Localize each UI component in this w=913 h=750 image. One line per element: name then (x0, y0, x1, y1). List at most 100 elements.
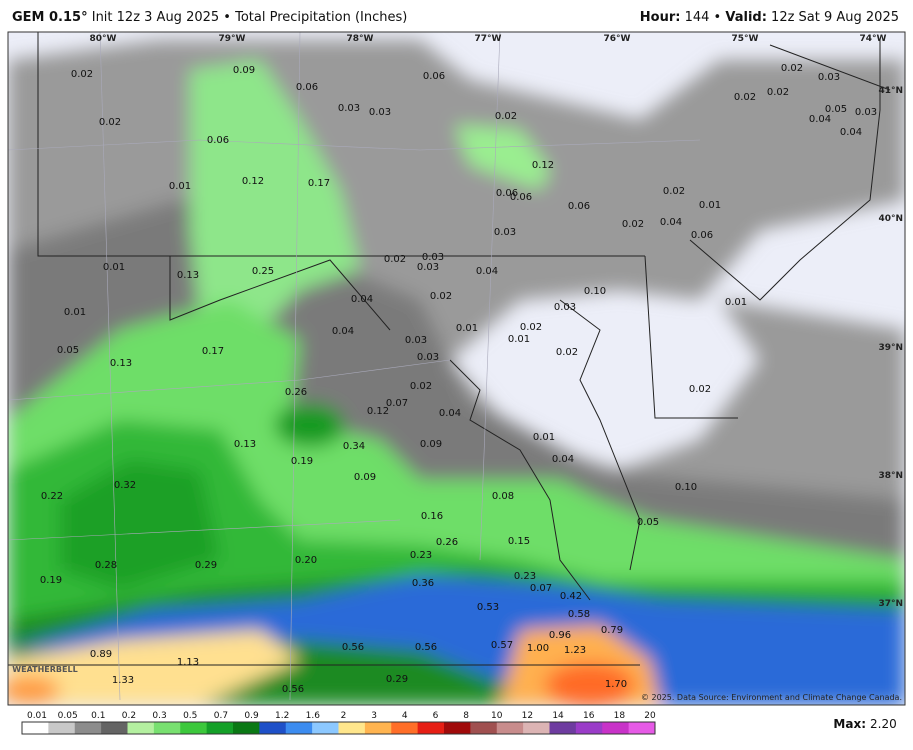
precip-label: 0.12 (242, 176, 264, 187)
lon-label: 74°W (860, 34, 887, 44)
precip-label: 0.05 (825, 104, 847, 115)
precip-label: 0.09 (420, 439, 442, 450)
precip-label: 0.12 (532, 160, 554, 171)
precip-label: 0.13 (234, 439, 256, 450)
precip-label: 0.01 (169, 181, 191, 192)
precip-label: 0.06 (691, 230, 713, 241)
precip-label: 1.33 (112, 675, 134, 686)
legend-swatch (259, 722, 287, 734)
model: GEM 0.15° (12, 10, 88, 25)
legend-swatch (48, 722, 76, 734)
precip-label: 0.03 (422, 252, 444, 263)
precip-label: 1.70 (605, 679, 627, 690)
legend-tick-label: 0.3 (152, 711, 166, 721)
legend-tick-label: 16 (583, 711, 595, 721)
legend-swatch (523, 722, 550, 734)
precip-label: 0.04 (660, 217, 682, 228)
precip-label: 0.06 (296, 82, 318, 93)
precip-label: 0.79 (601, 625, 623, 636)
precip-label: 0.10 (584, 286, 606, 297)
legend-tick-label: 14 (552, 711, 564, 721)
legend-tick-label: 0.5 (183, 711, 197, 721)
legend-tick-label: 0.1 (91, 711, 105, 721)
legend-swatch (101, 722, 128, 734)
legend-tick-label: 1.2 (275, 711, 289, 721)
precip-label: 0.42 (560, 591, 582, 602)
precip-label: 0.04 (476, 266, 498, 277)
legend-tick-label: 3 (371, 711, 377, 721)
hour-label: Hour: (639, 10, 681, 25)
valid-value: 12z Sat 9 Aug 2025 (771, 10, 899, 25)
valid-label: Valid: (725, 10, 767, 25)
precip-label: 0.29 (195, 560, 217, 571)
precip-label: 0.15 (508, 536, 530, 547)
legend-tick-label: 1.6 (306, 711, 321, 721)
precip-label: 0.36 (412, 578, 434, 589)
precip-label: 0.02 (495, 111, 517, 122)
legend-swatch (575, 722, 603, 734)
legend-swatch (338, 722, 366, 734)
legend-tick-label: 0.7 (214, 711, 228, 721)
header-right: Hour: 144 • Valid: 12z Sat 9 Aug 2025 (640, 10, 899, 25)
precip-label: 0.34 (343, 441, 365, 452)
precip-label: 0.02 (734, 92, 756, 103)
lat-label: 41°N (878, 86, 903, 96)
lon-label: 76°W (604, 34, 631, 44)
precip-label: 0.03 (405, 335, 427, 346)
precip-label: 0.22 (41, 491, 63, 502)
precip-label: 0.26 (436, 537, 458, 548)
precip-label: 0.23 (514, 571, 536, 582)
lon-label: 78°W (347, 34, 374, 44)
precip-label: 0.02 (781, 63, 803, 74)
precip-label: 1.23 (564, 645, 586, 656)
precip-label: 0.07 (530, 583, 552, 594)
precip-label: 0.17 (308, 178, 330, 189)
precip-label: 0.29 (386, 674, 408, 685)
precip-label: 0.06 (423, 71, 445, 82)
legend-tick-label: 2 (341, 711, 347, 721)
precip-label: 0.03 (855, 107, 877, 118)
legend-swatch (206, 722, 234, 734)
precip-label: 0.01 (508, 334, 530, 345)
precip-label: 0.56 (342, 642, 364, 653)
precip-label: 0.01 (533, 432, 555, 443)
precip-label: 0.03 (417, 352, 439, 363)
precip-label: 0.01 (699, 200, 721, 211)
legend-swatch (22, 722, 49, 734)
precip-label: 0.02 (71, 69, 93, 80)
precip-label: 1.13 (177, 657, 199, 668)
precip-label: 0.53 (477, 602, 499, 613)
precip-label: 0.02 (622, 219, 644, 230)
legend-swatch (74, 722, 102, 734)
legend-swatch (444, 722, 471, 734)
legend-tick-label: 4 (402, 711, 408, 721)
precip-label: 0.58 (568, 609, 590, 620)
legend-swatch (391, 722, 419, 734)
precip-label: 0.12 (367, 406, 389, 417)
logo: WEATHERBELL (12, 665, 77, 674)
lat-label: 38°N (878, 471, 903, 481)
header: GEM 0.15° Init 12z 3 Aug 2025 • Total Pr… (0, 0, 913, 32)
precip-label: 0.20 (295, 555, 317, 566)
max-label: Max: (833, 717, 866, 731)
legend-swatch (233, 722, 260, 734)
precip-label: 0.10 (675, 482, 697, 493)
lon-label: 77°W (475, 34, 502, 44)
precip-label: 0.03 (554, 302, 576, 313)
map-frame (7, 31, 906, 706)
legend-swatch (602, 722, 630, 734)
precip-label: 0.23 (410, 550, 432, 561)
precip-label: 0.96 (549, 630, 571, 641)
legend-swatch (180, 722, 208, 734)
precip-label: 0.09 (233, 65, 255, 76)
precip-label: 1.00 (527, 643, 549, 654)
lon-label: 75°W (732, 34, 759, 44)
precip-label: 0.01 (64, 307, 86, 318)
precip-label: 0.06 (510, 192, 532, 203)
description: Init 12z 3 Aug 2025 • Total Precipitatio… (91, 10, 408, 25)
precip-label: 0.89 (90, 649, 112, 660)
legend-swatch (153, 722, 181, 734)
legend-swatch (127, 722, 155, 734)
precip-label: 0.03 (494, 227, 516, 238)
